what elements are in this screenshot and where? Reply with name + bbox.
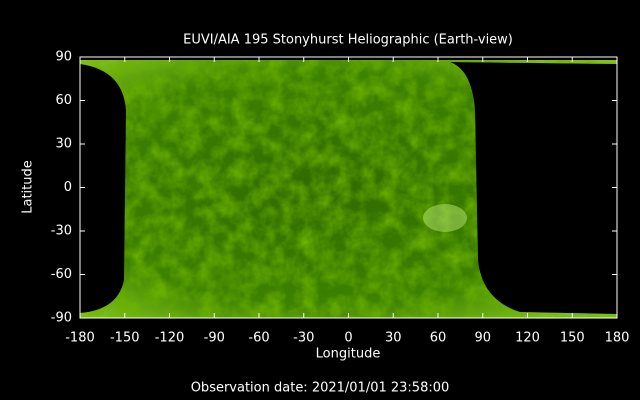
- x-tick-label: -120: [155, 331, 185, 346]
- y-tick-label: 60: [55, 93, 72, 108]
- x-tick-label: -150: [110, 331, 140, 346]
- x-tick-label: -30: [293, 331, 314, 346]
- x-tick-label: 30: [385, 331, 402, 346]
- bright-region: [423, 204, 467, 232]
- y-tick-label: 0: [64, 180, 72, 195]
- y-tick-label: -90: [51, 311, 72, 326]
- x-tick-label: -180: [65, 331, 95, 346]
- x-tick-label: 0: [344, 331, 352, 346]
- y-tick-label: -60: [51, 267, 72, 282]
- x-tick-label: 180: [605, 331, 630, 346]
- x-tick-label: -60: [248, 331, 269, 346]
- y-axis-label: Latitude: [21, 160, 36, 214]
- y-tick-label: -30: [51, 224, 72, 239]
- x-tick-label: 60: [430, 331, 447, 346]
- y-tick-label: 30: [55, 137, 72, 152]
- footer: Observation date: 2021/01/01 23:58:00: [191, 381, 450, 396]
- chart-title: EUVI/AIA 195 Stonyhurst Heliographic (Ea…: [183, 33, 513, 48]
- x-tick-label: 120: [515, 331, 540, 346]
- y-tick-label: 90: [55, 50, 72, 65]
- x-axis-label: Longitude: [316, 347, 381, 362]
- x-tick-label: -90: [204, 331, 225, 346]
- x-tick-label: 90: [474, 331, 491, 346]
- x-tick-label: 150: [560, 331, 585, 346]
